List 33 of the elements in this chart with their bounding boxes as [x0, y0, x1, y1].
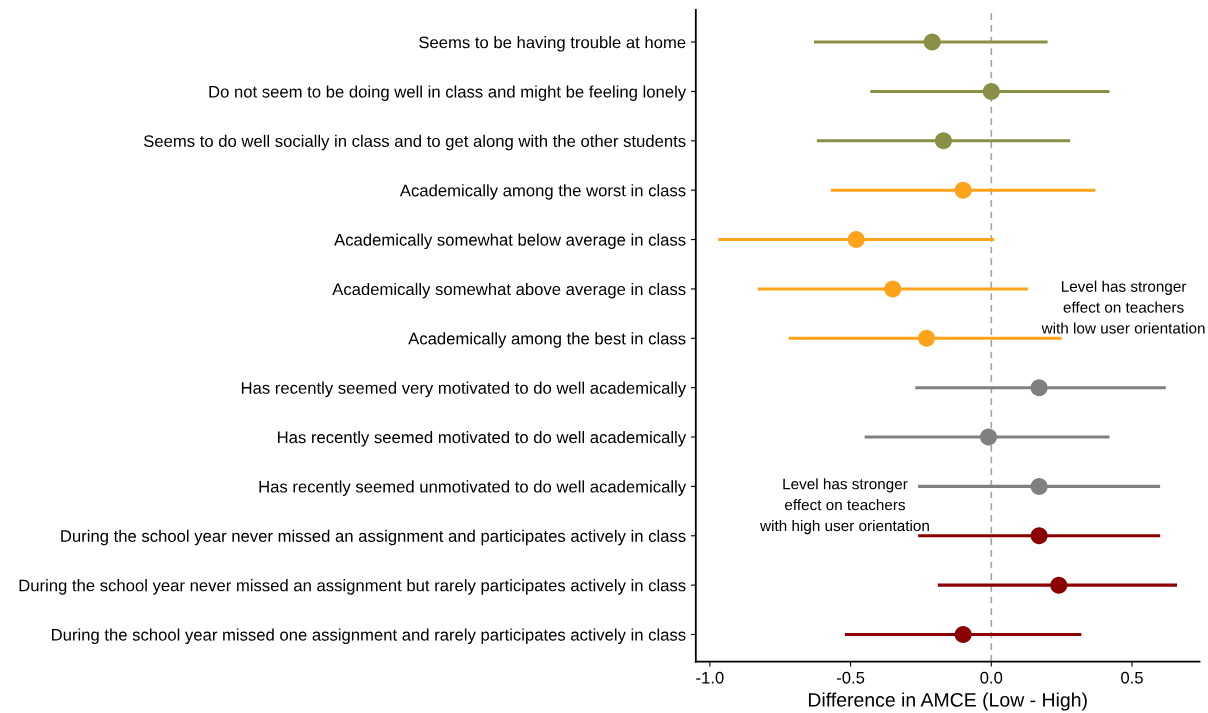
x-axis-title: Difference in AMCE (Low - High): [808, 692, 1087, 711]
y-tick-label: Has recently seemed motivated to do well academically: [278, 430, 687, 447]
y-tick-label: During the school year never missed an assignment but rarely participates actively in class: [19, 579, 686, 595]
y-tick-label: Do not seem to be doing well in class and might be feeling lonely: [209, 85, 687, 101]
x-tick-label: -0.5: [836, 671, 865, 684]
y-tick-label: Seems to do well socially in class and to get along with the other students: [143, 134, 686, 151]
point: [1050, 576, 1068, 594]
y-tick-label: Seems to be having trouble at home: [419, 36, 686, 52]
y-tick-label: Academically among the worst in class: [399, 184, 686, 200]
x-tick-label: 0.5: [1121, 671, 1143, 684]
point: [954, 181, 972, 199]
point: [1030, 477, 1048, 495]
point: [954, 626, 972, 644]
point: [979, 428, 997, 446]
point: [923, 33, 941, 51]
annotation: Level has stronger effect on teachers with high user orientation: [760, 478, 929, 535]
y-tick-label: Academically somewhat below average in class: [334, 233, 686, 250]
point: [847, 231, 865, 249]
y-tick-label: Academically somewhat above average in class: [332, 282, 686, 299]
point: [1030, 379, 1048, 397]
point: [918, 329, 936, 347]
x-tick-label: 0.0: [980, 671, 1003, 684]
y-tick-label: Academically among the best in class: [408, 332, 686, 348]
annotation: Level has stronger effect on teachers with low user orientation: [1041, 280, 1205, 334]
y-tick-label: Has recently seemed very motivated to do well academically: [241, 381, 687, 398]
point: [934, 132, 952, 150]
x-tick-label: -1.0: [696, 671, 724, 684]
point: [982, 82, 1000, 100]
point: [1030, 527, 1048, 545]
point: [884, 280, 902, 298]
y-tick-label: During the school year missed one assignment and rarely participates actively in class: [52, 628, 686, 645]
y-tick-label: During the school year never missed an assignment and participates actively in class: [61, 529, 686, 546]
y-tick-label: Has recently seemed unmotivated to do well academically: [259, 480, 687, 496]
